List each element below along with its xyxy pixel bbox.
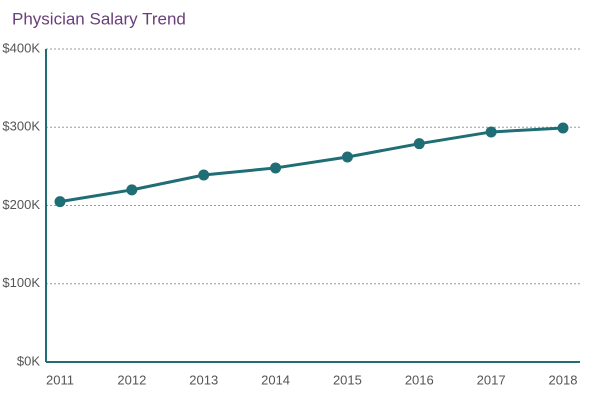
chart-title: Physician Salary Trend bbox=[12, 9, 186, 28]
x-tick-label: 2018 bbox=[549, 372, 578, 387]
data-line bbox=[59, 126, 564, 204]
data-point bbox=[270, 162, 282, 174]
x-tick-label: 2011 bbox=[46, 372, 74, 387]
data-point bbox=[126, 184, 138, 196]
x-tick-label: 2012 bbox=[117, 372, 146, 387]
y-tick-label: $100K bbox=[2, 275, 40, 290]
x-tick-label: 2017 bbox=[477, 372, 506, 387]
data-point bbox=[198, 169, 210, 181]
x-tick-label: 2014 bbox=[261, 372, 290, 387]
data-point bbox=[54, 196, 66, 208]
data-point bbox=[485, 126, 497, 138]
x-tick-label: 2013 bbox=[189, 372, 218, 387]
data-point bbox=[557, 122, 569, 134]
y-tick-label: $0K bbox=[17, 353, 40, 368]
y-tick-label: $300K bbox=[2, 119, 40, 134]
x-tick-label: 2015 bbox=[333, 372, 362, 387]
data-point bbox=[413, 138, 425, 150]
y-tick-label: $200K bbox=[2, 197, 40, 212]
data-point bbox=[341, 151, 353, 163]
y-tick-label: $400K bbox=[2, 40, 40, 55]
x-tick-label: 2016 bbox=[405, 372, 434, 387]
